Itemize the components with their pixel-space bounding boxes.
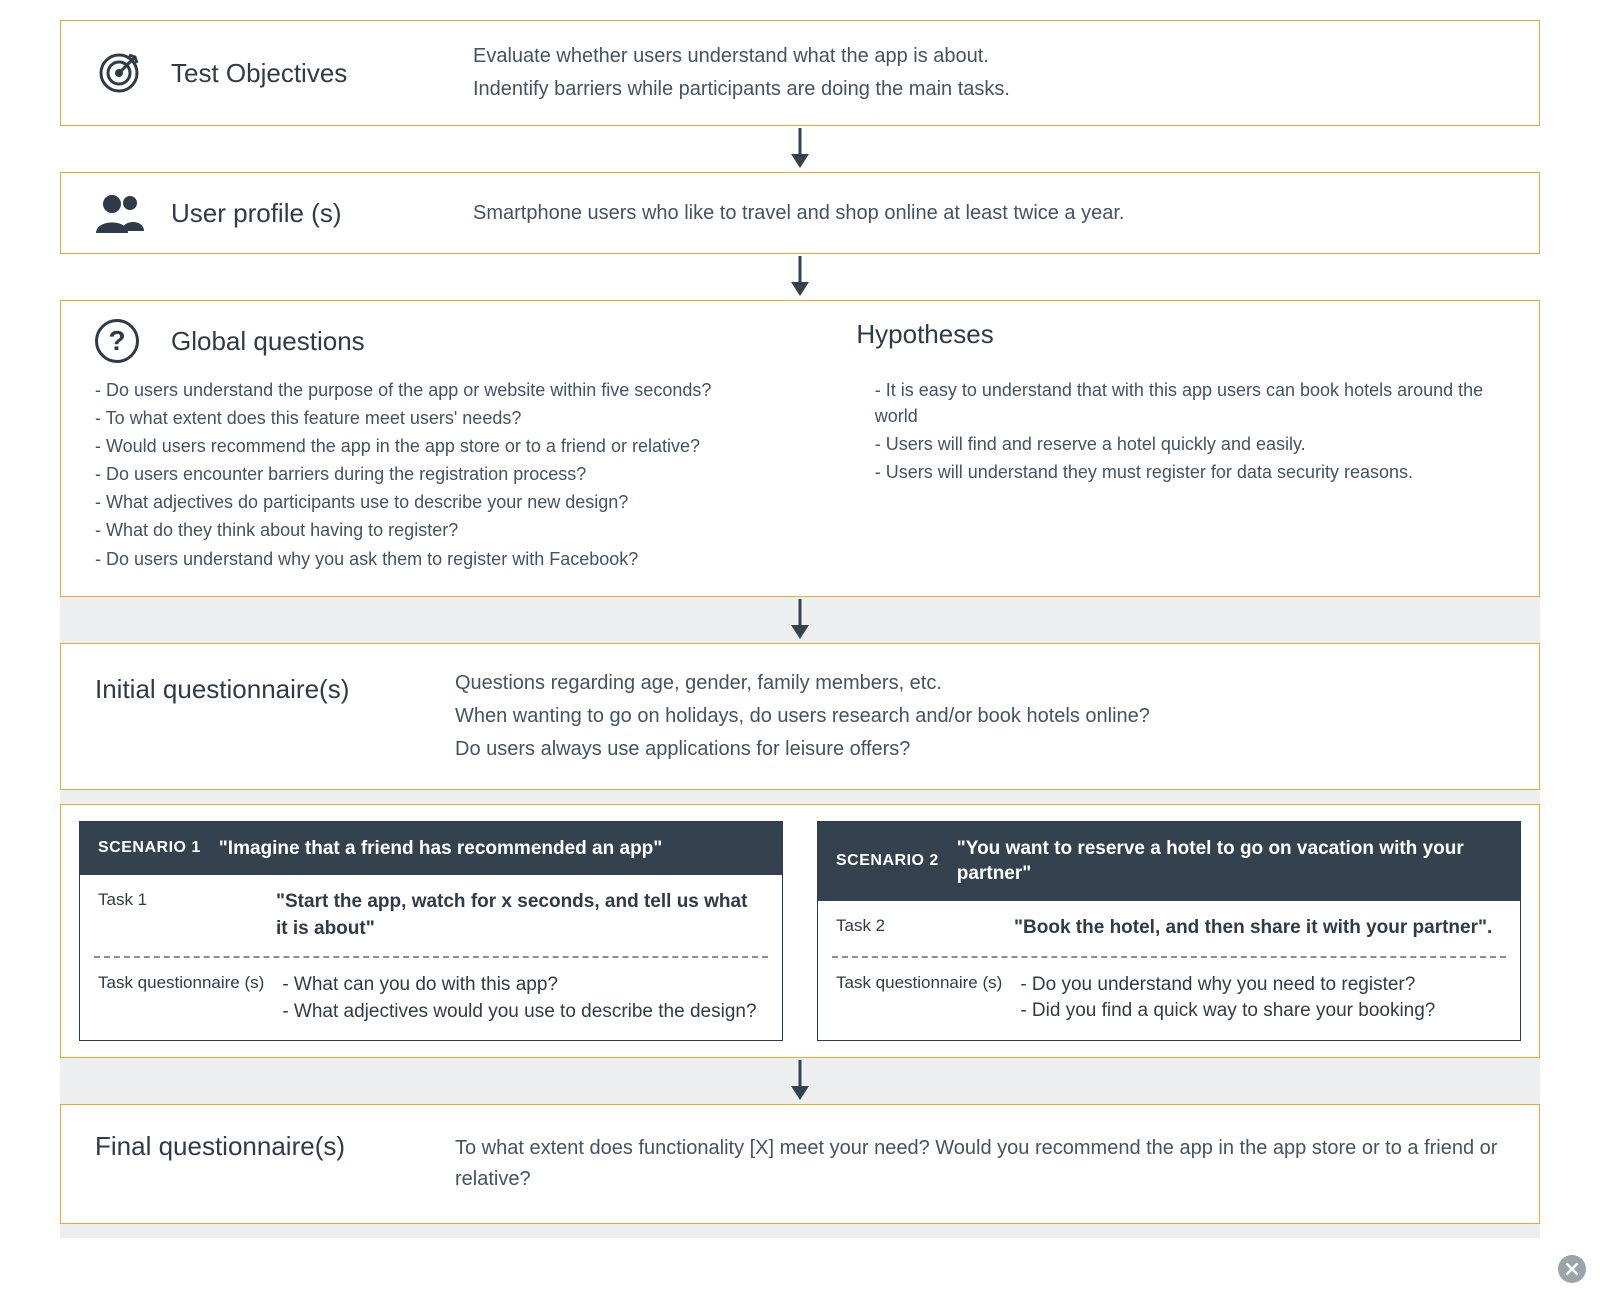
scenarios-card: SCENARIO 1 "Imagine that a friend has rec… bbox=[60, 804, 1540, 1058]
user-profile-text: Smartphone users who like to travel and … bbox=[473, 198, 1511, 229]
text-line: - Do users understand the purpose of the… bbox=[95, 377, 835, 403]
task-questionnaire-label: Task questionnaire (s) bbox=[98, 972, 264, 995]
scenario-box-2: SCENARIO 2 "You want to reserve a hotel t… bbox=[817, 821, 1521, 1041]
objectives-card: Test Objectives Evaluate whether users u… bbox=[60, 20, 1540, 126]
text-line: Questions regarding age, gender, family … bbox=[455, 668, 1505, 699]
arrow-2 bbox=[60, 254, 1540, 300]
user-profile-title: User profile (s) bbox=[171, 198, 341, 229]
text-line: - What adjectives do participants use to… bbox=[95, 489, 835, 515]
scenario-label: SCENARIO 2 bbox=[836, 852, 939, 870]
objectives-title-col: Test Objectives bbox=[89, 49, 449, 97]
global-card: ? Global questions Hypotheses - Do users… bbox=[60, 300, 1540, 597]
user-profile-title-col: User profile (s) bbox=[89, 191, 449, 235]
user-profile-body: Smartphone users who like to travel and … bbox=[473, 196, 1511, 231]
global-questions-title: Global questions bbox=[171, 326, 365, 357]
global-heading-left: ? Global questions bbox=[95, 319, 856, 363]
text-line: - To what extent does this feature meet … bbox=[95, 405, 835, 431]
target-icon bbox=[89, 49, 149, 97]
text-line: - Users will find and reserve a hotel qu… bbox=[875, 431, 1505, 457]
task-questionnaire-row: Task questionnaire (s) - Do you understan… bbox=[818, 958, 1520, 1039]
gray-band: Initial questionnaire(s) Questions regar… bbox=[60, 597, 1540, 1238]
text-line: - Do you understand why you need to regi… bbox=[1020, 972, 1502, 999]
text-line: Do users always use applications for lei… bbox=[455, 734, 1505, 765]
text-line: - Do users understand why you ask them t… bbox=[95, 546, 835, 572]
scenario-quote: "Imagine that a friend has recommended a… bbox=[219, 836, 663, 862]
scenario-box-1: SCENARIO 1 "Imagine that a friend has rec… bbox=[79, 821, 783, 1041]
text-line: - What can you do with this app? bbox=[282, 972, 764, 999]
global-headings: ? Global questions Hypotheses bbox=[95, 319, 1505, 363]
user-profile-card: User profile (s) Smartphone users who li… bbox=[60, 172, 1540, 254]
question-icon: ? bbox=[95, 319, 139, 363]
text-line: Indentify barriers while participants ar… bbox=[473, 74, 1511, 105]
global-questions-list: - Do users understand the purpose of the… bbox=[95, 377, 835, 574]
scenario-label: SCENARIO 1 bbox=[98, 839, 201, 857]
arrow-4 bbox=[60, 1058, 1540, 1104]
task-text: "Start the app, watch for x seconds, and… bbox=[276, 889, 764, 942]
text-line: - Do users encounter barriers during the… bbox=[95, 461, 835, 487]
task-label: Task 1 bbox=[98, 889, 258, 912]
global-heading-right: Hypotheses bbox=[856, 319, 1505, 363]
task-questionnaire-label: Task questionnaire (s) bbox=[836, 972, 1002, 995]
page: Test Objectives Evaluate whether users u… bbox=[60, 20, 1540, 1238]
scenario-quote: "You want to reserve a hotel to go on va… bbox=[957, 836, 1502, 887]
objectives-title: Test Objectives bbox=[171, 58, 347, 89]
task-row: Task 1 "Start the app, watch for x second… bbox=[80, 875, 782, 956]
text-line: When wanting to go on holidays, do users… bbox=[455, 701, 1505, 732]
hypotheses-title: Hypotheses bbox=[856, 319, 993, 349]
final-text-wrap: To what extent does functionality [X] me… bbox=[455, 1131, 1505, 1197]
initial-questionnaire-card: Initial questionnaire(s) Questions regar… bbox=[60, 643, 1540, 790]
text-line: - What do they think about having to reg… bbox=[95, 517, 835, 543]
objectives-body: Evaluate whether users understand what t… bbox=[473, 39, 1511, 107]
task-text: "Book the hotel, and then share it with … bbox=[1014, 915, 1502, 942]
task-questionnaire-row: Task questionnaire (s) - What can you do … bbox=[80, 958, 782, 1039]
scenario-header: SCENARIO 2 "You want to reserve a hotel t… bbox=[818, 822, 1520, 901]
initial-title: Initial questionnaire(s) bbox=[95, 666, 395, 705]
users-icon bbox=[89, 191, 149, 235]
task-label: Task 2 bbox=[836, 915, 996, 938]
close-icon[interactable] bbox=[1558, 1255, 1586, 1283]
scenario-header: SCENARIO 1 "Imagine that a friend has rec… bbox=[80, 822, 782, 876]
arrow-3 bbox=[60, 597, 1540, 643]
final-text: To what extent does functionality [X] me… bbox=[455, 1133, 1505, 1195]
final-title: Final questionnaire(s) bbox=[95, 1131, 395, 1162]
text-line: - Did you find a quick way to share your… bbox=[1020, 998, 1502, 1025]
text-line: - Users will understand they must regist… bbox=[875, 459, 1505, 485]
text-line: - What adjectives would you use to descr… bbox=[282, 999, 764, 1026]
text-line: - It is easy to understand that with thi… bbox=[875, 377, 1505, 429]
text-line: - Would users recommend the app in the a… bbox=[95, 433, 835, 459]
text-line: Evaluate whether users understand what t… bbox=[473, 41, 1511, 72]
arrow-1 bbox=[60, 126, 1540, 172]
task-questionnaire-body: - What can you do with this app?- What a… bbox=[282, 972, 764, 1025]
task-row: Task 2 "Book the hotel, and then share it… bbox=[818, 901, 1520, 956]
initial-lines: Questions regarding age, gender, family … bbox=[455, 666, 1505, 767]
task-questionnaire-body: - Do you understand why you need to regi… bbox=[1020, 972, 1502, 1025]
global-columns: - Do users understand the purpose of the… bbox=[95, 377, 1505, 574]
final-questionnaire-card: Final questionnaire(s) To what extent do… bbox=[60, 1104, 1540, 1224]
hypotheses-list: - It is easy to understand that with thi… bbox=[875, 377, 1505, 574]
